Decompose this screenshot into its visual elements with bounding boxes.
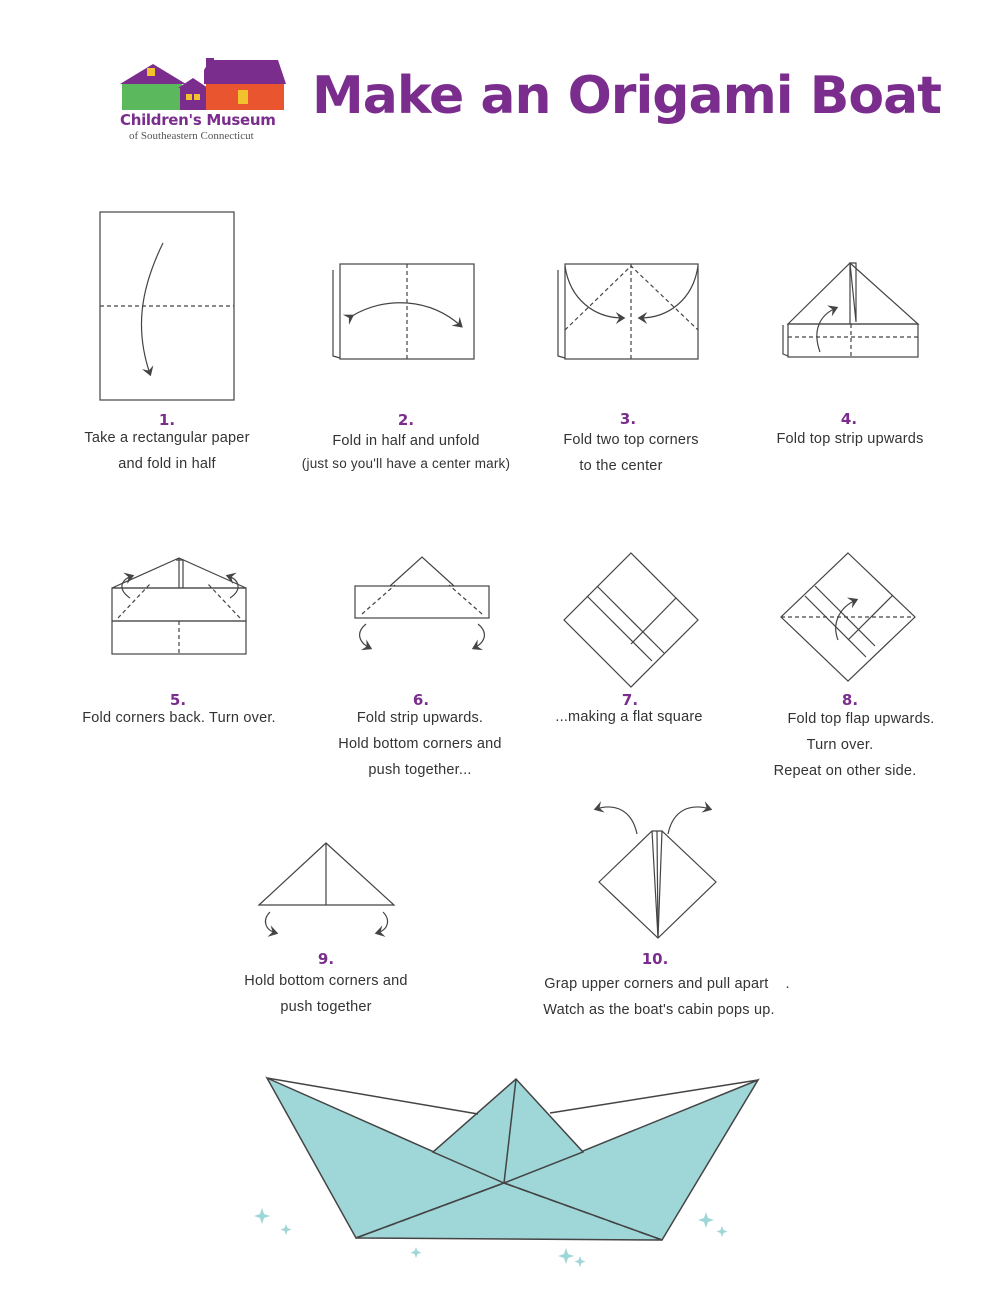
- caption-line: Grap upper corners and pull apart .: [544, 976, 790, 992]
- caption-line: Fold two top corners: [563, 432, 699, 448]
- step-7-number: 7.: [621, 691, 639, 709]
- step-10-diagram: [593, 801, 717, 939]
- caption-line: Repeat on other side.: [773, 763, 917, 779]
- step-3-number: 3.: [619, 410, 637, 428]
- caption-line: push together...: [368, 762, 472, 778]
- step-1-diagram: [99, 211, 235, 401]
- logo-subtitle: of Southeastern Connecticut: [129, 130, 254, 142]
- caption-line: Fold in half and unfold: [332, 433, 480, 449]
- step-3-caption: Fold two top corners to the center: [563, 427, 698, 479]
- step-8-diagram: [780, 552, 916, 682]
- step-1-number: 1.: [158, 411, 176, 429]
- caption-line: (just so you'll have a center mark): [301, 456, 511, 471]
- step-4-number: 4.: [840, 410, 858, 428]
- step-6-diagram: [354, 556, 490, 651]
- step-6-number: 6.: [412, 691, 430, 709]
- step-4-diagram: [782, 262, 920, 358]
- caption-line: Fold strip upwards.: [356, 710, 484, 726]
- step-3-diagram: [557, 263, 699, 360]
- caption-line: Fold top flap upwards.: [787, 711, 935, 727]
- step-2-number: 2.: [397, 411, 415, 429]
- caption-line: Take a rectangular paper: [84, 430, 250, 446]
- step-9-diagram: [257, 842, 396, 937]
- step-9-caption: Hold bottom corners and push together: [244, 968, 407, 1020]
- step-6-caption: Fold strip upwards. Hold bottom corners …: [338, 705, 501, 783]
- step-10-number: 10.: [641, 950, 669, 968]
- step-9-number: 9.: [317, 950, 335, 968]
- caption-line: Hold bottom corners and: [244, 973, 408, 989]
- caption-line: to the center: [579, 458, 663, 474]
- step-2-caption: Fold in half and unfold (just so you'll …: [302, 428, 510, 474]
- finished-boat-illustration: [254, 1076, 760, 1267]
- step-5-diagram: [111, 557, 247, 655]
- step-8-number: 8.: [841, 691, 859, 709]
- caption-line: Hold bottom corners and: [338, 736, 502, 752]
- step-7-diagram: [563, 552, 699, 688]
- step-1-caption: Take a rectangular paper and fold in hal…: [84, 425, 249, 477]
- caption-line: Fold corners back. Turn over.: [82, 710, 276, 726]
- step-4-caption: Fold top strip upwards: [776, 426, 923, 452]
- caption-line: Fold top strip upwards: [776, 431, 924, 447]
- caption-line: Watch as the boat's cabin pops up.: [543, 1002, 775, 1018]
- step-5-number: 5.: [169, 691, 187, 709]
- step-8-caption: Fold top flap upwards. Turn over. Repeat…: [765, 706, 935, 784]
- caption-line: ...making a flat square: [555, 709, 703, 725]
- step-2-diagram: [332, 263, 475, 360]
- logo-name: Children's Museum: [120, 111, 276, 129]
- museum-logo: [120, 58, 286, 110]
- caption-line: push together: [280, 999, 372, 1015]
- step-5-caption: Fold corners back. Turn over.: [82, 705, 276, 731]
- caption-line: and fold in half: [118, 456, 216, 472]
- step-10-caption: Grap upper corners and pull apart . Watc…: [543, 971, 791, 1023]
- page-title: Make an Origami Boat: [312, 66, 942, 126]
- step-7-caption: ...making a flat square: [555, 704, 702, 730]
- caption-line: Turn over.: [806, 737, 874, 753]
